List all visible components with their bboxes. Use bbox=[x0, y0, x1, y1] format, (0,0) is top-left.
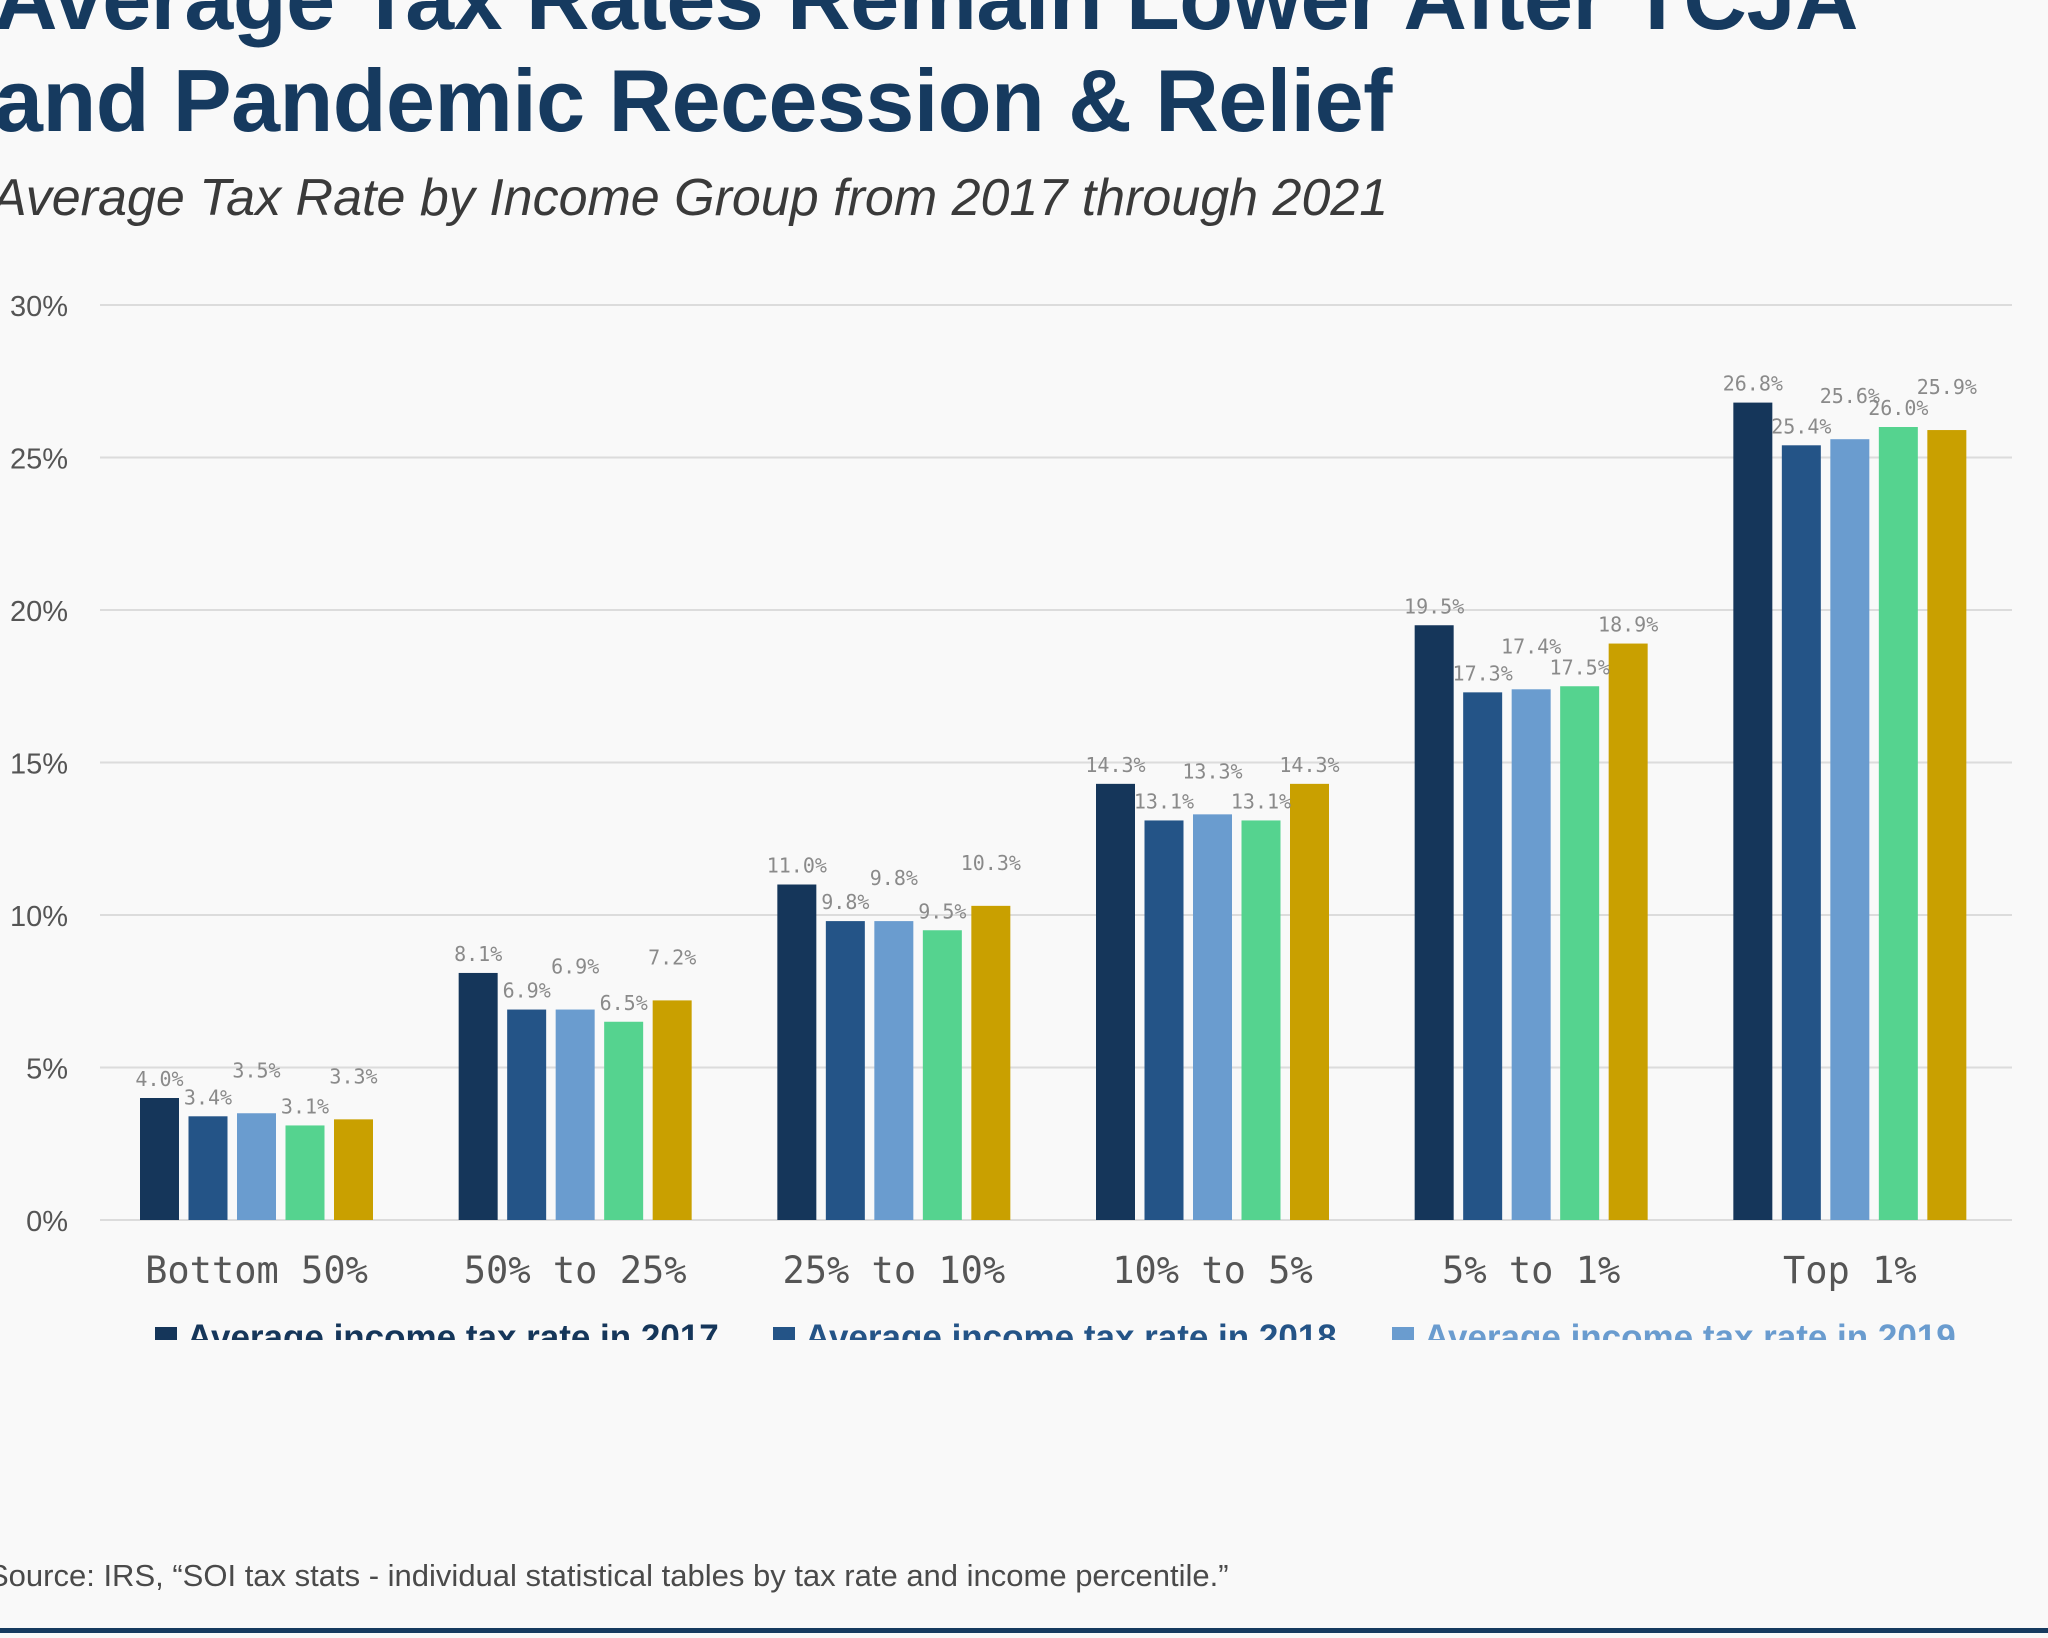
data-label: 19.5% bbox=[1404, 594, 1464, 618]
data-labels: 4.0%3.4%3.5%3.1%3.3%8.1%6.9%6.9%6.5%7.2%… bbox=[135, 372, 1977, 1119]
data-label: 13.1% bbox=[1134, 789, 1194, 813]
data-label: 17.3% bbox=[1453, 661, 1513, 685]
data-label: 9.5% bbox=[918, 899, 966, 923]
y-tick-label: 0% bbox=[26, 1206, 68, 1238]
x-tick-label: 10% to 5% bbox=[1112, 1249, 1312, 1292]
bar bbox=[507, 1009, 547, 1220]
legend-label: Average income tax rate in 2017 bbox=[187, 1318, 719, 1340]
page-title: Average Tax Rates Remain Lower After TCJ… bbox=[0, 0, 1858, 152]
data-label: 10.3% bbox=[961, 851, 1021, 875]
x-tick-label: 5% to 1% bbox=[1442, 1249, 1620, 1292]
y-tick-label: 30% bbox=[10, 291, 68, 323]
x-tick-label: 50% to 25% bbox=[464, 1249, 687, 1292]
bar bbox=[874, 921, 914, 1220]
bar bbox=[285, 1125, 325, 1220]
bar bbox=[922, 930, 962, 1220]
data-label: 17.4% bbox=[1501, 634, 1561, 658]
data-label: 3.3% bbox=[329, 1064, 377, 1088]
data-label: 14.3% bbox=[1279, 753, 1339, 777]
legend-item: Average income tax rate in 2017 bbox=[155, 1318, 719, 1340]
data-label: 25.4% bbox=[1771, 414, 1831, 438]
data-label: 4.0% bbox=[135, 1067, 183, 1091]
bar bbox=[1414, 625, 1454, 1220]
data-label: 25.6% bbox=[1820, 384, 1880, 408]
data-label: 3.5% bbox=[232, 1058, 280, 1082]
bar bbox=[1096, 783, 1135, 1220]
data-label: 3.1% bbox=[281, 1094, 329, 1118]
data-label: 25.9% bbox=[1917, 375, 1977, 399]
bar bbox=[458, 972, 498, 1220]
data-label: 14.3% bbox=[1085, 753, 1145, 777]
data-label: 26.8% bbox=[1723, 372, 1783, 396]
legend-item: Average income tax rate in 2019 bbox=[1392, 1318, 1956, 1340]
bar-chart: 0% 5% 10% 15% 20% 25% 30% 4.0%3.4%3.5%3.1%3.3%… bbox=[10, 291, 2012, 1340]
bar bbox=[555, 1009, 595, 1220]
source-note: Source: IRS, “SOI tax stats - individual… bbox=[0, 1558, 1229, 1593]
bar bbox=[604, 1021, 644, 1220]
y-tick-label: 20% bbox=[10, 596, 68, 628]
y-tick-label: 25% bbox=[10, 444, 68, 476]
bar bbox=[1241, 820, 1281, 1220]
legend: Average income tax rate in 2017 Average i… bbox=[155, 1318, 1956, 1340]
data-label: 6.5% bbox=[600, 991, 648, 1015]
bar bbox=[334, 1119, 373, 1220]
data-label: 6.9% bbox=[551, 955, 599, 979]
bar bbox=[1560, 686, 1600, 1220]
legend-label: Average income tax rate in 2018 bbox=[805, 1318, 1337, 1340]
bar bbox=[1781, 445, 1821, 1220]
data-label: 8.1% bbox=[454, 942, 502, 966]
data-label: 13.1% bbox=[1231, 789, 1291, 813]
legend-label: Average income tax rate in 2019 bbox=[1424, 1318, 1956, 1340]
legend-item: Average income tax rate in 2018 bbox=[773, 1318, 1337, 1340]
data-label: 9.8% bbox=[821, 890, 869, 914]
data-label: 3.4% bbox=[184, 1085, 232, 1109]
data-label: 17.5% bbox=[1550, 655, 1610, 679]
bar bbox=[1830, 439, 1870, 1220]
y-axis-ticks: 0% 5% 10% 15% 20% 25% 30% bbox=[10, 291, 68, 1238]
bar bbox=[1144, 820, 1184, 1220]
y-tick-label: 10% bbox=[10, 901, 68, 933]
bar bbox=[1927, 430, 1967, 1220]
legend-swatch bbox=[155, 1327, 177, 1340]
data-label: 9.8% bbox=[870, 866, 918, 890]
bar bbox=[1290, 783, 1329, 1220]
x-tick-label: Top 1% bbox=[1783, 1249, 1917, 1292]
chart-subtitle: Average Tax Rate by Income Group from 20… bbox=[0, 169, 1389, 227]
x-tick-label: 25% to 10% bbox=[782, 1249, 1005, 1292]
data-label: 13.3% bbox=[1182, 759, 1242, 783]
bar bbox=[971, 905, 1011, 1220]
data-label: 7.2% bbox=[648, 945, 696, 969]
bar bbox=[237, 1113, 276, 1220]
bar bbox=[1511, 689, 1551, 1220]
x-axis-ticks: Bottom 50% 50% to 25% 25% to 10% 10% to 5% 5… bbox=[145, 1249, 1917, 1292]
title-line-2: and Pandemic Recession & Relief bbox=[0, 51, 1392, 150]
data-label: 11.0% bbox=[767, 854, 827, 878]
data-label: 26.0% bbox=[1868, 396, 1928, 420]
bar bbox=[1463, 692, 1503, 1220]
bar bbox=[188, 1116, 228, 1220]
bar bbox=[652, 1000, 692, 1220]
bar bbox=[1193, 814, 1232, 1220]
bar bbox=[1878, 427, 1918, 1220]
bar bbox=[777, 884, 817, 1220]
gridlines bbox=[100, 304, 2012, 1221]
bottom-rule bbox=[0, 1628, 2048, 1633]
bar bbox=[1608, 643, 1648, 1220]
bars bbox=[140, 402, 1967, 1221]
legend-swatch bbox=[773, 1327, 795, 1340]
bar bbox=[825, 921, 865, 1220]
x-tick-label: Bottom 50% bbox=[145, 1249, 368, 1292]
data-label: 18.9% bbox=[1598, 613, 1658, 637]
legend-swatch bbox=[1392, 1327, 1414, 1340]
title-line-1: Average Tax Rates Remain Lower After TCJ… bbox=[0, 0, 1858, 50]
y-tick-label: 5% bbox=[26, 1054, 68, 1086]
y-tick-label: 15% bbox=[10, 749, 68, 781]
data-label: 6.9% bbox=[503, 979, 551, 1003]
bar bbox=[1733, 402, 1773, 1221]
bar bbox=[140, 1098, 179, 1220]
